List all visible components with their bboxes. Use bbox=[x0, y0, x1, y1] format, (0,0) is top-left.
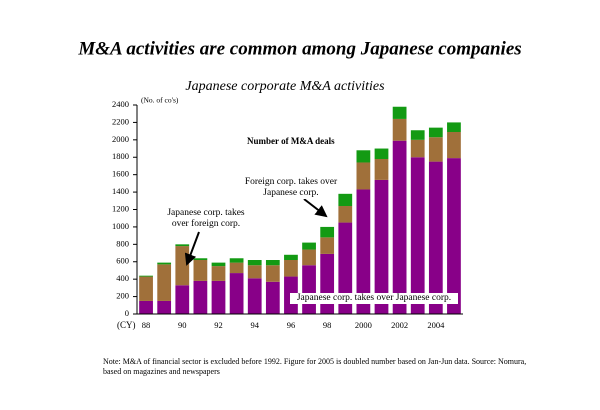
bar-segment bbox=[265, 281, 280, 314]
bar-segment bbox=[175, 285, 190, 314]
x-tick-label: 90 bbox=[178, 320, 187, 330]
annotation: Foreign corp. takes over Japanese corp. bbox=[244, 177, 338, 199]
y-tick-label: 1800 bbox=[112, 151, 129, 161]
x-tick-label: 98 bbox=[323, 320, 332, 330]
bar-segment bbox=[447, 158, 461, 314]
x-tick-label: 94 bbox=[250, 320, 259, 330]
bar-segment bbox=[247, 278, 262, 314]
bar-segment bbox=[157, 300, 172, 314]
bar-segment bbox=[338, 222, 353, 314]
bar-segment bbox=[157, 264, 172, 301]
y-tick-label: 800 bbox=[116, 238, 129, 248]
y-tick-label: 1200 bbox=[112, 203, 129, 213]
bar-segment bbox=[193, 280, 208, 314]
bar-segment bbox=[247, 260, 262, 266]
bar-segment bbox=[338, 193, 353, 207]
bar-segment bbox=[428, 127, 443, 138]
x-unit-label: (CY) bbox=[117, 320, 136, 330]
bar-segment bbox=[175, 244, 190, 247]
bar-segment bbox=[193, 258, 208, 261]
bar-segment bbox=[374, 179, 389, 314]
bar-segment bbox=[302, 249, 316, 266]
y-unit-label: (No. of co's) bbox=[141, 96, 179, 105]
bar-segment bbox=[410, 139, 425, 158]
annotation: Japanese corp. takes over foreign corp. bbox=[167, 208, 245, 229]
bar-segment bbox=[139, 300, 153, 314]
note: Note: M&A of financial sector is exclude… bbox=[103, 357, 527, 376]
x-tick-label: 88 bbox=[142, 320, 151, 330]
bar-segment bbox=[211, 280, 226, 314]
chart-subtitle: Japanese corporate M&A activities bbox=[185, 79, 385, 94]
bar-segment bbox=[392, 140, 407, 314]
bar-segment bbox=[428, 161, 443, 314]
bar-segment bbox=[428, 137, 443, 162]
y-tick-label: 1400 bbox=[112, 186, 129, 196]
bar-segment bbox=[211, 266, 226, 281]
bar-segment bbox=[265, 260, 280, 266]
y-tick-label: 1600 bbox=[112, 169, 129, 179]
bar-segment bbox=[374, 148, 389, 159]
y-tick-label: 2000 bbox=[112, 134, 129, 144]
chart-label: Number of M&A deals bbox=[247, 136, 335, 146]
y-tick-label: 400 bbox=[116, 273, 129, 283]
bar-segment bbox=[284, 260, 298, 277]
bar-segment bbox=[284, 254, 298, 261]
bar-segment bbox=[410, 130, 425, 140]
bar-segment bbox=[447, 122, 461, 132]
y-tick-label: 0 bbox=[125, 308, 129, 318]
annotation: Japanese corp. takes over Japanese corp. bbox=[290, 293, 458, 304]
bar-segment bbox=[320, 253, 335, 314]
x-tick-label: 92 bbox=[214, 320, 223, 330]
bar-segment bbox=[392, 106, 407, 119]
bars bbox=[139, 106, 461, 314]
bar-segment bbox=[229, 273, 244, 314]
x-tick-label: 96 bbox=[287, 320, 296, 330]
bar-segment bbox=[211, 262, 226, 267]
bar-segment bbox=[356, 150, 371, 163]
y-tick-label: 600 bbox=[116, 256, 129, 266]
bar-segment bbox=[392, 118, 407, 141]
bar-segment bbox=[139, 276, 153, 301]
bar-segment bbox=[157, 262, 172, 265]
bar-segment bbox=[139, 275, 153, 277]
bar-segment bbox=[374, 158, 389, 180]
bar-segment bbox=[302, 265, 316, 314]
y-tick-label: 200 bbox=[116, 291, 129, 301]
bar-segment bbox=[193, 260, 208, 281]
x-tick-label: 2004 bbox=[427, 320, 445, 330]
bar-segment bbox=[302, 242, 316, 250]
bar-segment bbox=[229, 258, 244, 263]
bar-segment bbox=[265, 265, 280, 282]
x-tick-label: 2002 bbox=[391, 320, 408, 330]
y-tick-label: 1000 bbox=[112, 221, 129, 231]
bar-segment bbox=[320, 237, 335, 254]
bar-segment bbox=[175, 246, 190, 286]
arrow bbox=[184, 231, 200, 266]
bar-segment bbox=[320, 226, 335, 238]
chart-title: M&A activities are common among Japanese… bbox=[77, 38, 521, 59]
bar-segment bbox=[356, 162, 371, 190]
bar-segment bbox=[229, 262, 244, 274]
bar-segment bbox=[338, 206, 353, 223]
bar-segment bbox=[247, 265, 262, 279]
x-tick-label: 2000 bbox=[355, 320, 372, 330]
arrow bbox=[303, 198, 328, 218]
bar-segment bbox=[447, 131, 461, 159]
y-tick-label: 2400 bbox=[112, 99, 129, 109]
y-tick-label: 2200 bbox=[112, 116, 129, 126]
bar-segment bbox=[410, 157, 425, 314]
bar-segment bbox=[356, 189, 371, 314]
